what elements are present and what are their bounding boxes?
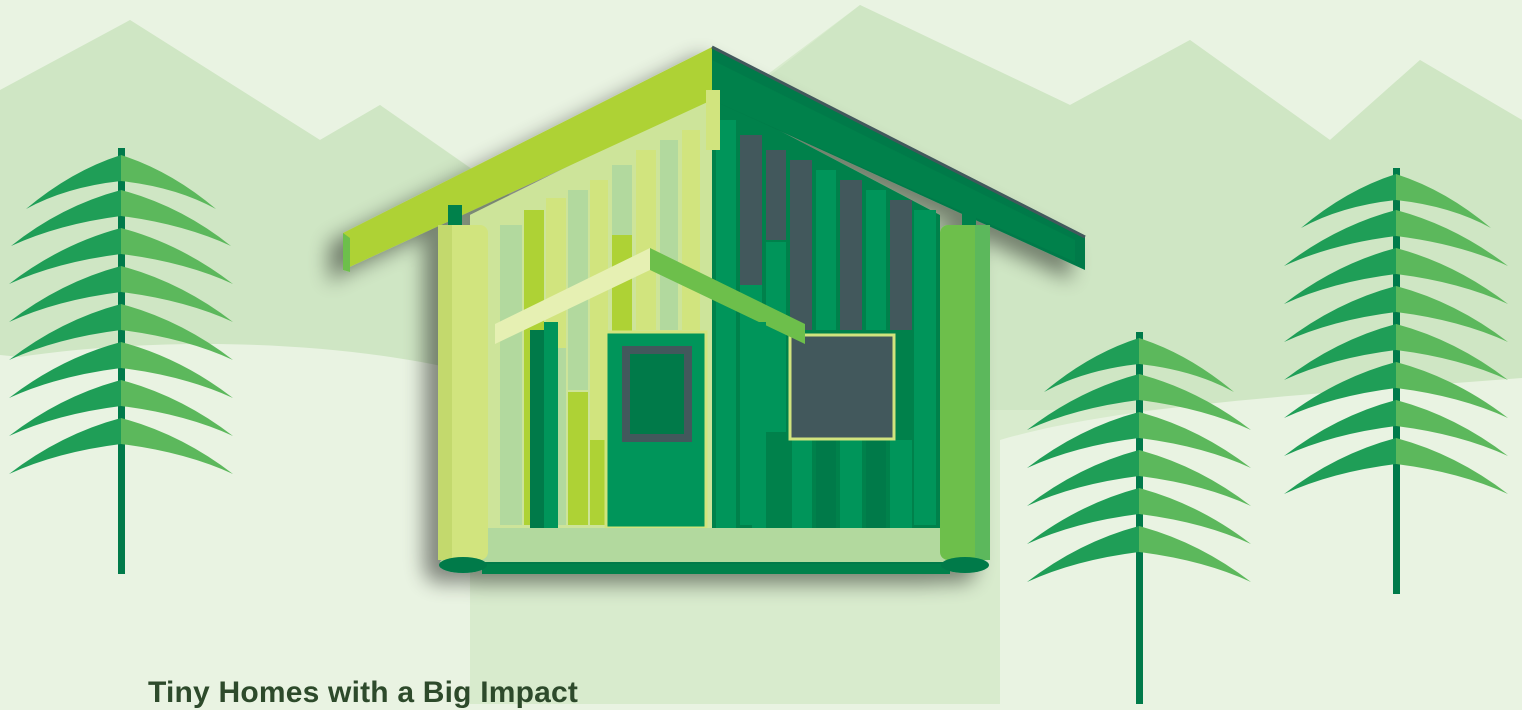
- porch-floor: [440, 528, 980, 574]
- columns: [438, 205, 990, 573]
- tree-far-right: [1284, 168, 1508, 594]
- main-roof: [343, 45, 1086, 272]
- siding-right: [716, 120, 936, 530]
- window: [788, 333, 896, 441]
- tiny-home: [343, 45, 1086, 574]
- tree-left: [9, 148, 233, 574]
- headline: Tiny Homes with a Big Impact: [148, 676, 579, 709]
- porch-roof: [495, 248, 805, 550]
- tree-center-right: [1027, 332, 1251, 704]
- door: [604, 330, 708, 530]
